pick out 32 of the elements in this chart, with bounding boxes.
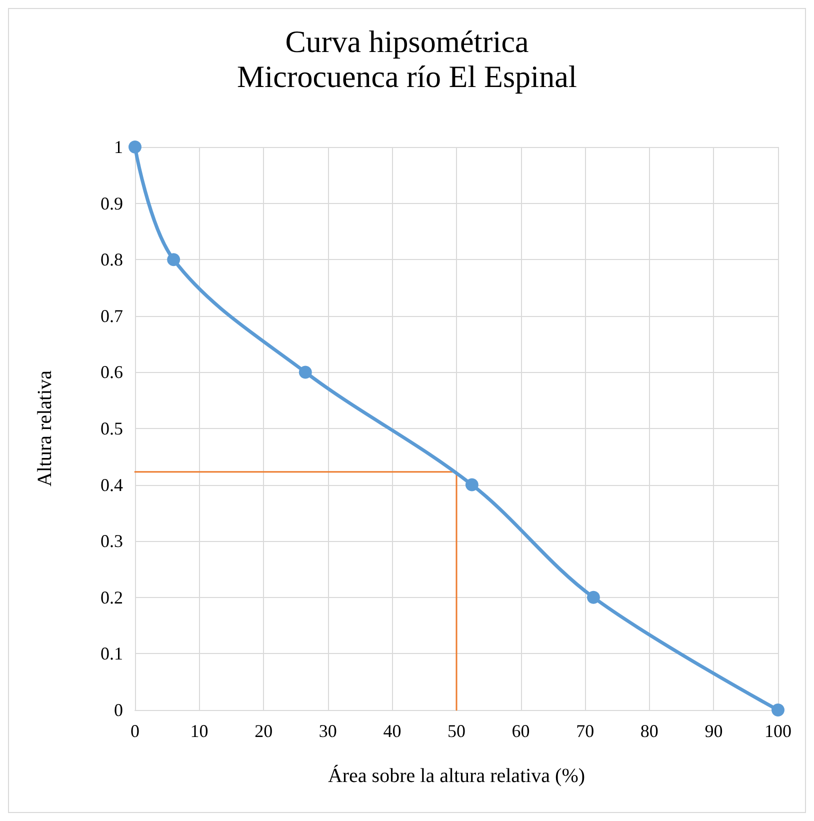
y-tick-label: 0.2 — [100, 587, 123, 608]
y-tick-label: 0.7 — [100, 306, 123, 326]
point — [167, 253, 180, 266]
y-tick-label: 0.8 — [100, 250, 123, 270]
x-tick-label: 40 — [383, 721, 402, 741]
chart-title: Curva hipsométrica — [285, 24, 530, 59]
x-tick-label: 50 — [448, 721, 466, 741]
point — [128, 140, 142, 154]
chart-subtitle: Microcuenca río El Espinal — [236, 59, 578, 94]
y-tick-label: 0.9 — [100, 193, 123, 214]
y-axis-title: Altura relativa — [34, 370, 56, 487]
y-tick-label: 0.1 — [100, 644, 123, 664]
x-tick-label: 70 — [576, 721, 594, 741]
y-tick-label: 0.4 — [100, 474, 123, 495]
x-tick-label: 80 — [640, 721, 658, 741]
x-tick-label: 20 — [254, 721, 273, 741]
point — [772, 704, 784, 716]
point — [298, 366, 312, 379]
point — [586, 590, 600, 604]
x-tick-label: 100 — [764, 721, 792, 741]
x-tick-label: 90 — [704, 721, 723, 741]
x-axis-title: Área sobre la altura relativa (%) — [328, 764, 586, 787]
x-tick-label: 60 — [512, 721, 530, 741]
y-tick-label: 0.5 — [100, 418, 123, 438]
y-tick-label: 0 — [114, 700, 123, 720]
y-tick-label: 0.3 — [100, 531, 123, 552]
x-tick-label: 10 — [190, 721, 208, 741]
x-tick-label: 30 — [318, 721, 337, 741]
point — [465, 478, 478, 492]
y-tick-label: 1 — [114, 137, 123, 157]
x-tick-label: 0 — [130, 721, 140, 741]
y-tick-label: 0.6 — [100, 362, 123, 382]
